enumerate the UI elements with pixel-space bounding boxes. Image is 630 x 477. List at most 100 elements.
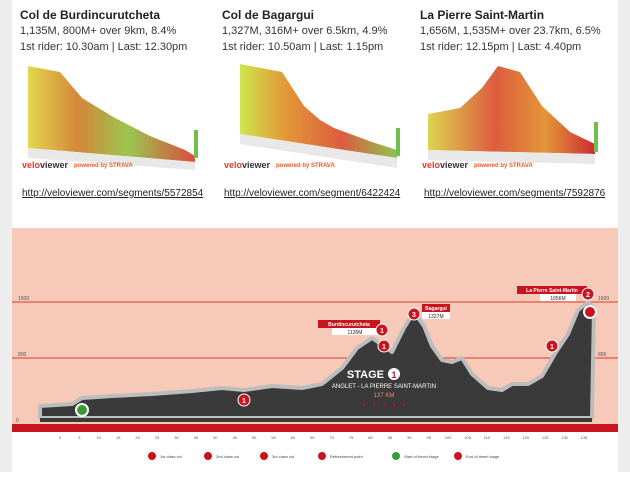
x-tick-label: 60 <box>291 435 296 440</box>
strava-label: powered by STRAVA <box>276 163 335 169</box>
svg-text:Bagargui: Bagargui <box>425 306 447 312</box>
segment-link-2[interactable]: http://veloviewer.com/segment/6422424 <box>224 188 401 199</box>
climb-title: Col de Burdincurutcheta <box>20 8 161 22</box>
svg-text:Burdincurutcheta: Burdincurutcheta <box>328 322 370 328</box>
stage-number: 1 <box>391 370 396 380</box>
climb-times: 1st rider: 12.15pm | Last: 4.40pm <box>420 41 582 53</box>
svg-text:1: 1 <box>380 328 384 335</box>
climb-times: 1st rider: 10.30am | Last: 12.30pm <box>20 41 188 53</box>
x-tick-label: 15 <box>116 435 121 440</box>
x-axis-ticks: 0 5 10 15 20 25 30 35 40 45 50 55 60 65 70 75 80 85 90 95 10… <box>59 435 588 440</box>
svg-text:1: 1 <box>382 344 386 351</box>
x-tick-label: 55 <box>271 435 276 440</box>
marker-climb-1d[interactable]: 1 <box>237 393 251 407</box>
x-tick-label: 45 <box>232 435 237 440</box>
climb-card-1: Col de Burdincurutcheta 1,135M, 800M+ ov… <box>20 8 216 178</box>
x-tick-label: 90 <box>407 435 412 440</box>
svg-text:La Pierre Saint-Martin: La Pierre Saint-Martin <box>526 288 578 294</box>
x-tick-label: 50 <box>252 435 257 440</box>
strava-label: powered by STRAVA <box>74 163 133 169</box>
climb-stats: 1,327M, 316M+ over 6.5km, 4.9% <box>222 25 388 37</box>
svg-text:End of timed stage: End of timed stage <box>466 454 500 459</box>
x-tick-label: 20 <box>135 435 140 440</box>
climb-title: Col de Bagargui <box>222 8 315 22</box>
veloviewer-logo: veloviewer <box>22 160 69 170</box>
climb-times: 1st rider: 10.50am | Last: 1.15pm <box>222 41 384 53</box>
svg-text:★: ★ <box>392 403 397 409</box>
segment-3d-chart[interactable]: veloviewer powered by STRAVA <box>420 58 602 178</box>
marker-climb-2[interactable]: 2 <box>581 287 595 301</box>
start-timed-icon[interactable] <box>75 403 89 417</box>
y-label-1600-right: 1600 <box>598 296 609 302</box>
stage-profile: 1600 800 0 1600 800 0 5 10 15 20 25 30 35 40 45 50… <box>12 228 618 472</box>
x-tick-label: 85 <box>388 435 393 440</box>
segment-link-3[interactable]: http://veloviewer.com/segments/7592876 <box>424 188 606 199</box>
stage-distance: 137 KM <box>374 393 395 399</box>
y-label-800-right: 800 <box>598 352 607 358</box>
svg-text:1135M: 1135M <box>348 330 363 336</box>
climb-title: La Pierre Saint-Martin <box>420 8 545 22</box>
segment-3d-chart[interactable]: veloviewer powered by STRAVA <box>222 58 404 178</box>
veloviewer-logo: veloviewer <box>422 160 469 170</box>
x-tick-label: 30 <box>174 435 179 440</box>
climb-label-pierre-saint-martin: La Pierre Saint-Martin 1656M <box>517 286 587 302</box>
x-tick-label: 100 <box>445 435 452 440</box>
x-tick-label: 105 <box>464 435 471 440</box>
x-tick-label: 25 <box>155 435 160 440</box>
x-tick-label: 120 <box>522 435 529 440</box>
x-tick-label: 70 <box>329 435 334 440</box>
x-tick-label: 75 <box>349 435 354 440</box>
veloviewer-logo: veloviewer <box>224 160 271 170</box>
svg-text:1656M: 1656M <box>550 296 565 302</box>
svg-text:3rd class col: 3rd class col <box>272 454 294 459</box>
stage-stars: ★ ★ ★ ★ ★ <box>362 403 407 409</box>
right-margin <box>618 0 630 472</box>
marker-climb-3[interactable]: 3 <box>407 307 421 321</box>
y-label-800: 800 <box>18 352 27 358</box>
climb-label-bagargui: Bagargui 1327M <box>422 304 450 320</box>
svg-text:1327M: 1327M <box>428 314 443 320</box>
svg-text:★: ★ <box>382 403 387 409</box>
end-timed-icon[interactable] <box>583 305 597 319</box>
climb-card-3: La Pierre Saint-Martin 1,656M, 1,535M+ o… <box>420 8 616 178</box>
left-margin <box>0 0 12 472</box>
x-tick-label: 0 <box>59 435 62 440</box>
y-label-1600: 1600 <box>18 296 29 302</box>
strava-label: powered by STRAVA <box>474 163 533 169</box>
x-tick-label: 115 <box>503 435 510 440</box>
climb-stats: 1,656M, 1,535M+ over 23.7km, 6.5% <box>420 25 601 37</box>
x-tick-label: 95 <box>427 435 432 440</box>
segment-link-1[interactable]: http://veloviewer.com/segments/5572854 <box>22 188 204 199</box>
climb-stats: 1,135M, 800M+ over 9km, 8.4% <box>20 25 177 37</box>
x-tick-label: 40 <box>213 435 218 440</box>
svg-text:1: 1 <box>242 398 246 405</box>
x-tick-label: 65 <box>310 435 315 440</box>
x-tick-label: 10 <box>97 435 102 440</box>
y-label-0: 0 <box>16 418 19 424</box>
svg-text:★: ★ <box>362 403 367 409</box>
x-tick-label: 125 <box>542 435 549 440</box>
svg-text:★: ★ <box>372 403 377 409</box>
segment-3d-chart[interactable]: veloviewer powered by STRAVA <box>20 58 202 178</box>
marker-climb-1c[interactable]: 1 <box>545 339 559 353</box>
svg-text:3: 3 <box>412 312 416 319</box>
x-tick-label: 80 <box>368 435 373 440</box>
x-tick-label: 5 <box>78 435 81 440</box>
x-tick-label: 110 <box>484 435 491 440</box>
svg-text:2nd class col: 2nd class col <box>216 454 239 459</box>
marker-climb-1[interactable]: 1 <box>375 323 389 337</box>
svg-text:Start of timed stage: Start of timed stage <box>404 454 439 459</box>
legend: 1st class col 2nd class col 3rd class co… <box>148 452 500 460</box>
svg-text:Refreshment point: Refreshment point <box>330 454 364 459</box>
svg-text:1st class col: 1st class col <box>160 454 182 459</box>
x-tick-label: 35 <box>194 435 199 440</box>
stage-label: STAGE <box>347 369 384 381</box>
climb-label-burdincurutcheta: Burdincurutcheta 1135M <box>318 320 380 336</box>
svg-text:★: ★ <box>402 403 407 409</box>
climb-card-2: Col de Bagargui 1,327M, 316M+ over 6.5km… <box>222 8 418 178</box>
marker-climb-1b[interactable]: 1 <box>377 339 391 353</box>
elevation-profile <box>38 300 596 420</box>
svg-text:2: 2 <box>586 292 590 299</box>
stage-route: ANGLET - LA PIERRE SAINT-MARTIN <box>332 384 436 390</box>
svg-text:1: 1 <box>550 344 554 351</box>
